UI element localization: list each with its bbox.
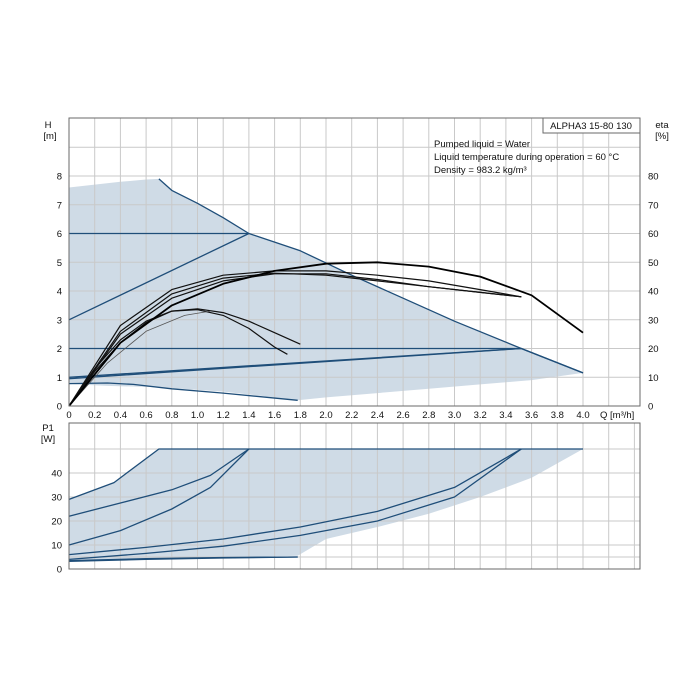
head-tick-label: 7 <box>57 200 62 211</box>
flow-tick-label: 1.2 <box>217 410 230 421</box>
head-curves <box>68 178 584 407</box>
head-series-2 <box>68 232 250 321</box>
flow-tick-label: 2.4 <box>371 410 384 421</box>
flow-tick-label: 1.8 <box>294 410 307 421</box>
head-plot-frame <box>68 117 641 407</box>
eta-tick-label: 50 <box>648 258 659 269</box>
power-curves <box>68 448 583 562</box>
chart-title: ALPHA3 15-80 130 <box>550 121 632 132</box>
power-plot-frame <box>68 422 641 570</box>
power-series-4 <box>68 448 522 561</box>
power-y-label-line1: P1 <box>42 423 54 434</box>
flow-tick-label: 2.2 <box>345 410 358 421</box>
info-density: Density = 983.2 kg/m³ <box>434 165 527 176</box>
info-liquid-temperature: Liquid temperature during operation = 60… <box>434 152 619 163</box>
model-title-box: ALPHA3 15-80 130 <box>542 117 641 134</box>
flow-tick-label: 3.2 <box>474 410 487 421</box>
eta-tick-label: 0 <box>648 402 653 413</box>
power-series-3 <box>68 448 522 556</box>
power-tick-label: 30 <box>51 493 62 504</box>
flow-tick-label: 1.4 <box>242 410 255 421</box>
model-title-frame <box>542 117 641 134</box>
power-y-label-line2: [W] <box>41 434 55 445</box>
power-series-0 <box>68 448 583 501</box>
eta-tick-label: 10 <box>648 373 659 384</box>
flow-tick-label: 3.0 <box>448 410 461 421</box>
liquid-info: Pumped liquid = Water Liquid temperature… <box>434 139 619 176</box>
flow-tick-label: 1.0 <box>191 410 204 421</box>
head-series-8 <box>68 308 301 407</box>
head-tick-label: 1 <box>57 373 62 384</box>
flow-tick-label: 1.6 <box>268 410 281 421</box>
flow-tick-label: 3.4 <box>499 410 512 421</box>
head-tick-label: 6 <box>57 229 62 240</box>
flow-tick-label: 4.0 <box>576 410 589 421</box>
head-tick-label: 5 <box>57 258 62 269</box>
head-series-5 <box>68 382 298 401</box>
head-y-axis-label: H [m] <box>43 120 56 142</box>
flow-tick-label: 0.2 <box>88 410 101 421</box>
flow-tick-label: 2.0 <box>319 410 332 421</box>
eta-tick-label: 20 <box>648 344 659 355</box>
head-series-13 <box>68 261 584 407</box>
flow-tick-label: 0 <box>66 410 71 421</box>
head-series-4 <box>158 178 584 374</box>
power-series-2 <box>68 448 250 546</box>
eta-tick-label: 70 <box>648 200 659 211</box>
power-series-1 <box>68 448 250 517</box>
power-tick-label: 20 <box>51 517 62 528</box>
flow-tick-label: 2.8 <box>422 410 435 421</box>
power-axis-ticks: 0 10 20 30 40 <box>51 469 62 576</box>
power-series-6 <box>68 556 298 562</box>
head-y-label-line2: [m] <box>43 131 56 142</box>
head-series-9 <box>68 310 211 407</box>
flow-tick-label: 0.4 <box>114 410 127 421</box>
flow-x-label: Q [m³/h] <box>600 410 634 421</box>
flow-tick-label: 0.6 <box>139 410 152 421</box>
eta-y-label-line2: [%] <box>655 131 669 142</box>
eta-tick-label: 40 <box>648 287 659 298</box>
head-series-6 <box>68 347 584 378</box>
info-pumped-liquid: Pumped liquid = Water <box>434 139 530 150</box>
power-tick-label: 40 <box>51 469 62 480</box>
flow-tick-label: 3.6 <box>525 410 538 421</box>
power-tick-label: 0 <box>57 565 62 576</box>
eta-tick-label: 80 <box>648 172 659 183</box>
eta-tick-label: 60 <box>648 229 659 240</box>
head-tick-label: 4 <box>57 287 62 298</box>
head-tick-label: 8 <box>57 172 62 183</box>
power-tick-label: 10 <box>51 541 62 552</box>
head-tick-label: 3 <box>57 315 62 326</box>
head-y-label-line1: H <box>45 120 52 131</box>
eta-tick-label: 30 <box>648 315 659 326</box>
head-axis-ticks: 0 0.2 0.4 0.6 0.8 1.0 1.2 1.4 1.6 1.8 2.0 2.2 2.4 2.6… <box>57 172 659 422</box>
flow-tick-label: 2.6 <box>396 410 409 421</box>
head-series-12 <box>68 273 522 407</box>
flow-tick-label: 0.8 <box>165 410 178 421</box>
eta-y-axis-label: eta [%] <box>655 120 669 142</box>
flow-tick-label: 3.8 <box>551 410 564 421</box>
head-tick-label: 2 <box>57 344 62 355</box>
eta-y-label-line1: eta <box>655 120 669 131</box>
power-y-axis-label: P1 [W] <box>41 423 55 445</box>
head-series-11 <box>68 270 522 407</box>
head-tick-label: 0 <box>57 402 62 413</box>
